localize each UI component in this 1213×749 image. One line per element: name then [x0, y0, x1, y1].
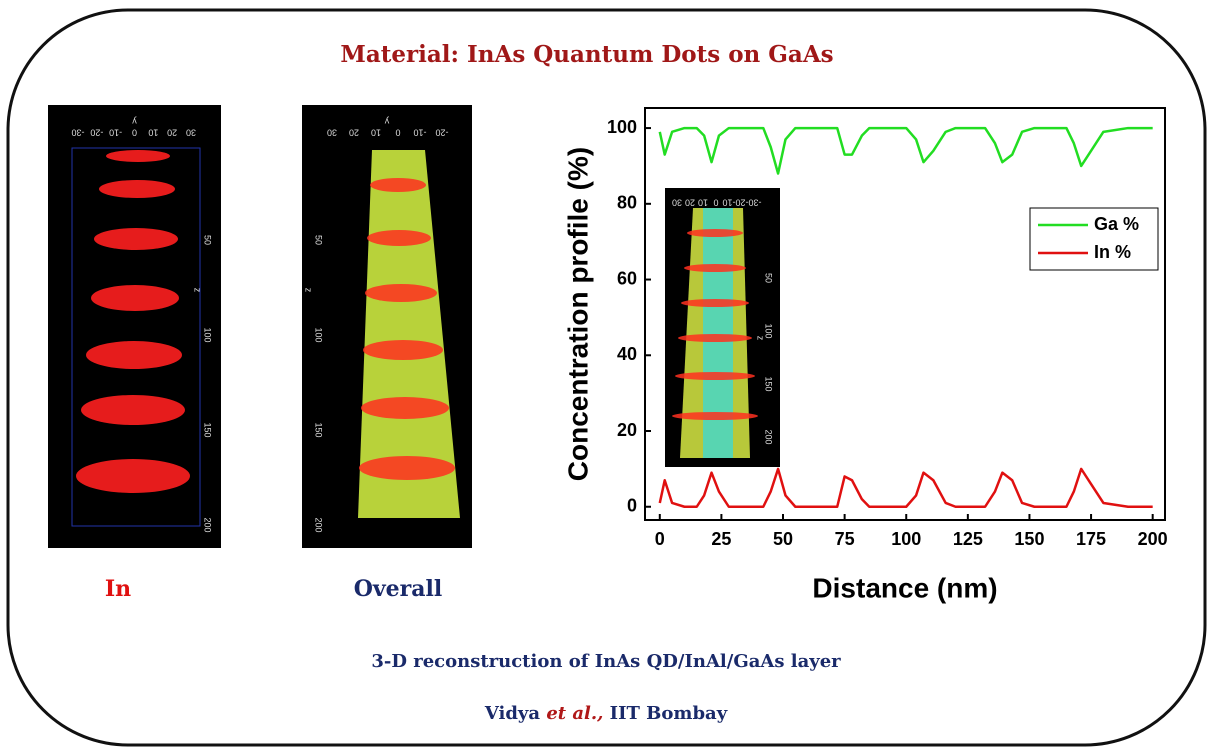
image-tick-label: 200 — [203, 517, 213, 532]
dot-layer — [99, 180, 175, 198]
y-axis-label: Concentration profile (%) — [562, 147, 593, 481]
image-tick-label: -20 — [435, 128, 448, 138]
image-tick-label: 20 — [167, 128, 177, 138]
image-tick-label: 50 — [203, 235, 213, 245]
inset-axis-letter: z — [756, 336, 766, 341]
inset-dot-layer — [681, 299, 749, 307]
inset-dot-layer — [684, 264, 746, 272]
dot-layer — [76, 459, 190, 493]
y-tick-label: 80 — [617, 193, 637, 213]
x-tick-label: 175 — [1076, 529, 1106, 549]
x-tick-label: 75 — [835, 529, 855, 549]
dot-layer — [81, 395, 185, 425]
legend-label: Ga % — [1094, 214, 1139, 234]
in-panel — [48, 105, 221, 548]
image-tick-label: 10 — [371, 128, 381, 138]
dot-layer — [86, 341, 182, 369]
x-tick-label: 150 — [1014, 529, 1044, 549]
inset-dot-layer — [678, 334, 752, 342]
y-tick-label: 40 — [617, 344, 637, 364]
image-tick-label: 10 — [148, 128, 158, 138]
image-axis-letter: y — [132, 117, 137, 127]
affiliation: IIT Bombay — [610, 703, 728, 724]
panel-caption: In — [105, 576, 131, 602]
x-tick-label: 25 — [711, 529, 731, 549]
x-tick-label: 50 — [773, 529, 793, 549]
dot-layer — [363, 340, 443, 360]
image-tick-label: 150 — [314, 422, 324, 437]
inset-tick-label: 30 — [672, 198, 682, 208]
image-tick-label: 100 — [314, 327, 324, 342]
inset-core — [703, 208, 733, 458]
image-axis-letter: z — [304, 288, 314, 293]
dot-layer — [94, 228, 178, 250]
legend-label: In % — [1094, 242, 1131, 262]
image-tick-label: 20 — [349, 128, 359, 138]
overall-panel — [302, 105, 472, 548]
inset-dot-layer — [675, 372, 755, 380]
image-tick-label: 0 — [395, 128, 400, 138]
slide: Material: InAs Quantum Dots on GaAs In O… — [0, 0, 1213, 749]
image-tick-label: -20 — [90, 128, 103, 138]
x-tick-label: 100 — [891, 529, 921, 549]
image-tick-label: -10 — [109, 128, 122, 138]
image-tick-label: 50 — [314, 235, 324, 245]
y-tick-label: 60 — [617, 268, 637, 288]
dot-layer — [365, 284, 437, 302]
image-axis-letter: y — [384, 117, 389, 127]
dot-layer — [359, 456, 455, 480]
x-tick-label: 200 — [1138, 529, 1168, 549]
y-tick-label: 0 — [627, 495, 637, 515]
inset-tick-label: -20 — [735, 198, 748, 208]
dot-layer — [106, 150, 170, 162]
slide-title: Material: InAs Quantum Dots on GaAs — [340, 41, 833, 68]
image-tick-label: 30 — [327, 128, 337, 138]
footer-credit: Vidya et al., IIT Bombay — [484, 703, 728, 724]
image-tick-label: 100 — [203, 327, 213, 342]
inset-dot-layer — [687, 229, 743, 237]
inset-tick-label: 150 — [764, 376, 774, 391]
inset-tick-label: -30 — [748, 198, 761, 208]
inset-tick-label: 10 — [698, 198, 708, 208]
inset-tick-label: 50 — [764, 273, 774, 283]
dot-layer — [91, 285, 179, 311]
image-tick-label: -10 — [413, 128, 426, 138]
footer-caption: 3-D reconstruction of InAs QD/InAl/GaAs … — [371, 651, 841, 672]
inset-tick-label: 0 — [713, 198, 718, 208]
dot-layer — [367, 230, 431, 246]
image-axis-letter: z — [193, 288, 203, 293]
author-italic: et al., — [546, 703, 603, 724]
inset-tick-label: 200 — [764, 429, 774, 444]
inset-dot-layer — [672, 412, 758, 420]
image-tick-label: 200 — [314, 517, 324, 532]
image-tick-label: 150 — [203, 422, 213, 437]
x-tick-label: 0 — [655, 529, 665, 549]
panel-caption: Overall — [354, 576, 443, 602]
inset-tick-label: 20 — [685, 198, 695, 208]
inset-tick-label: -10 — [722, 198, 735, 208]
y-tick-label: 20 — [617, 420, 637, 440]
x-tick-label: 125 — [953, 529, 983, 549]
author: Vidya — [484, 703, 541, 724]
image-tick-label: 30 — [186, 128, 196, 138]
image-tick-label: -30 — [71, 128, 84, 138]
x-axis-label: Distance (nm) — [812, 572, 997, 603]
dot-layer — [361, 397, 449, 419]
dot-layer — [370, 178, 426, 192]
image-tick-label: 0 — [132, 128, 137, 138]
y-tick-label: 100 — [607, 117, 637, 137]
